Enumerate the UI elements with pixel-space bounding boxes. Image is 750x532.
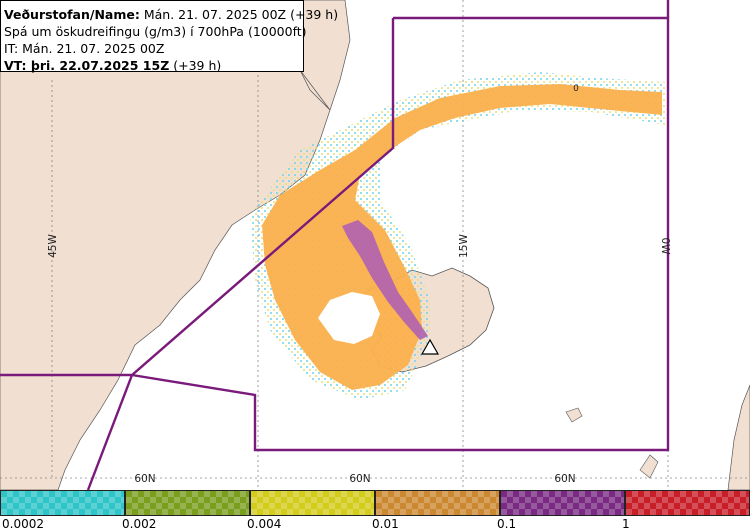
valid-time-offset: (+39 h) [169,58,222,73]
legend-swatch-4 [500,490,625,516]
valid-time-label: VT: þri. 22.07.2025 15Z [4,58,170,73]
issuer-label: Veðurstofan/Name: [4,7,140,22]
forecast-info-box: Veðurstofan/Name: Mán. 21. 07. 2025 00Z … [0,0,338,74]
legend-swatch-3 [375,490,500,516]
legend-tick-5: 1 [622,517,630,531]
legend-tick-3: 0.01 [372,517,399,531]
flight-region-boundary [0,0,670,491]
legend-swatch-1 [125,490,250,516]
concentration-legend [0,490,750,516]
info-line-issue-time: IT: Mán. 21. 07. 2025 00Z [4,41,165,56]
faroe-islands [565,407,583,423]
legend-tick-4: 0.1 [497,517,517,531]
legend-ticks: 0.0002 0.002 0.004 0.01 0.1 1 [0,516,750,532]
lon-label-15w: 15W [458,234,470,258]
legend-swatch-5 [625,490,750,516]
legend-swatch-0 [0,490,125,516]
shetland [639,454,659,479]
lon-label-45w: 45W [47,234,59,258]
contour-label: 0 [573,84,579,94]
lat-label-b: 60N [349,473,370,485]
norway-land [727,384,750,491]
ash-concentration-orange [262,84,662,390]
ash-concentration-purple [342,220,428,340]
ash-dispersion-map[interactable]: 45W 15W 0W 60N 60N 60N 0 [0,0,750,491]
lon-label-0w: 0W [659,237,671,255]
lat-label-a: 60N [134,473,155,485]
legend-tick-1: 0.002 [122,517,157,531]
legend-tick-0: 0.0002 [2,517,44,531]
info-line-product: Spá um öskudreifingu (g/m3) í 700hPa (10… [4,24,307,39]
info-line-valid-time: VT: þri. 22.07.2025 15Z (+39 h) [4,57,299,74]
greenland-land [0,0,351,491]
info-line-issuer: Veðurstofan/Name: Mán. 21. 07. 2025 00Z … [4,6,338,23]
issuer-value: Mán. 21. 07. 2025 00Z (+39 h) [139,7,339,22]
greenland-coast-ne [299,69,331,111]
map-canvas: 45W 15W 0W 60N 60N 60N 0 [0,0,750,491]
volcano-source-icon [420,338,440,355]
lat-label-c: 60N [554,473,575,485]
legend-tick-2: 0.004 [247,517,282,531]
legend-swatch-2 [250,490,375,516]
